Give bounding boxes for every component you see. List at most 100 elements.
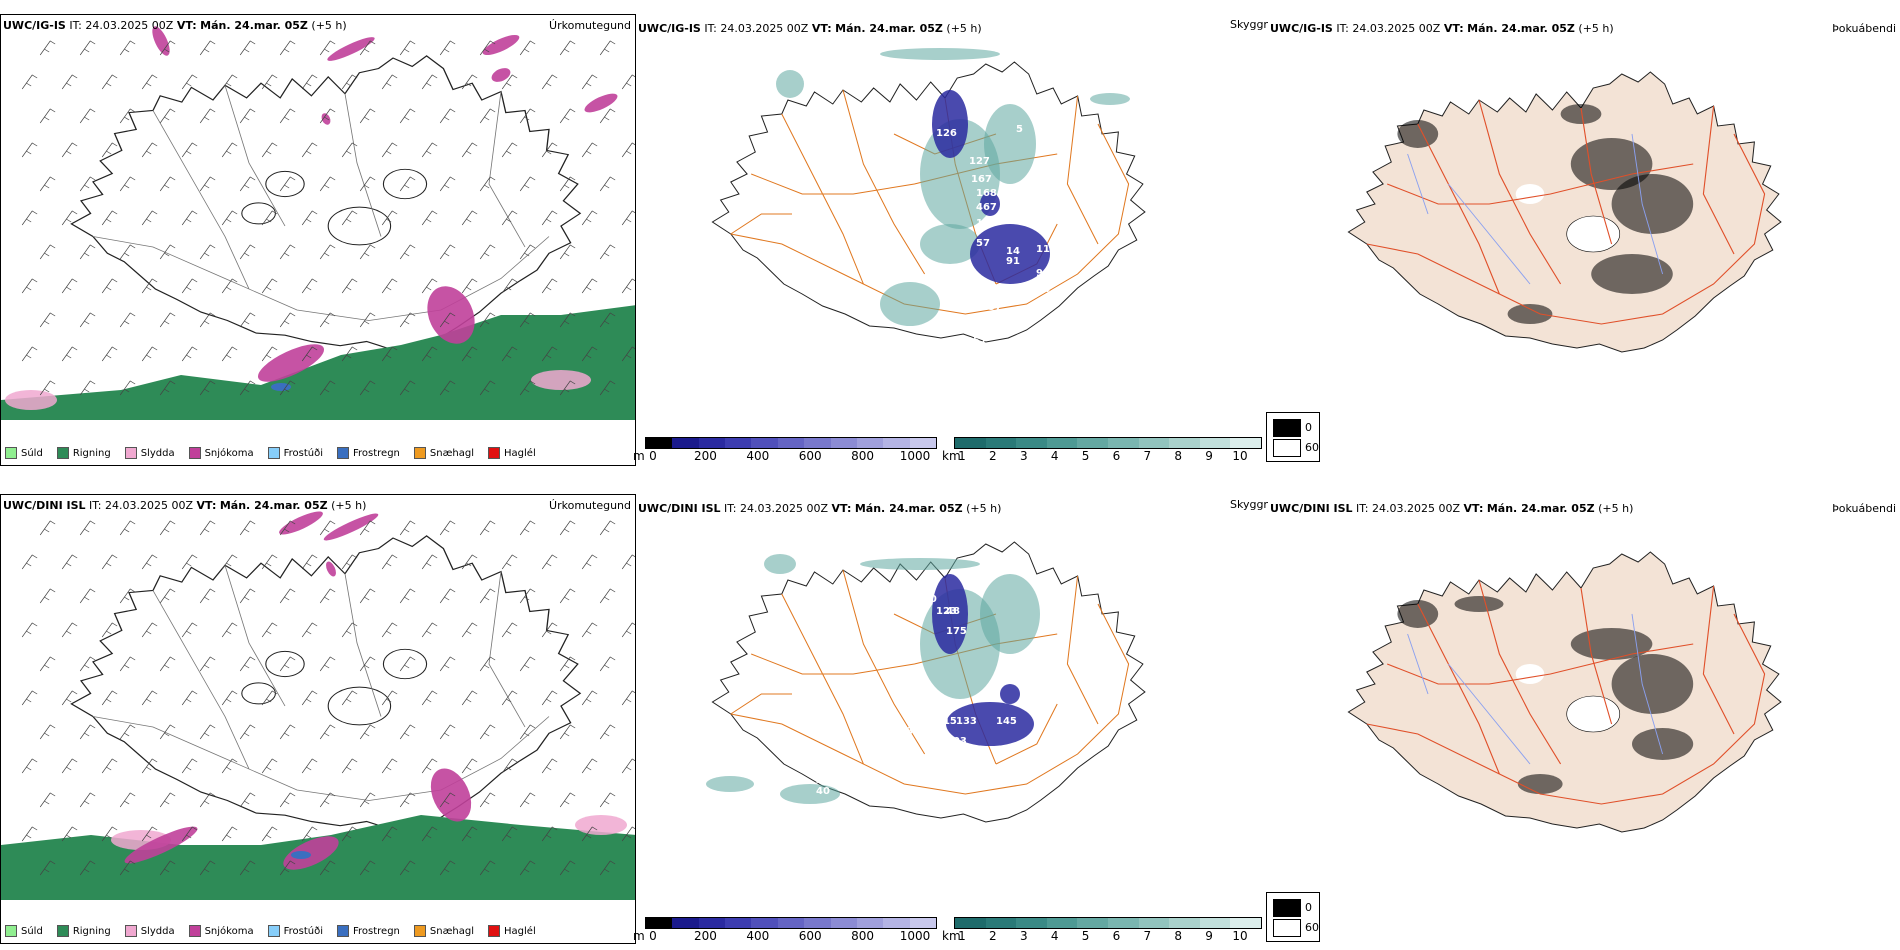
legend-item: Snjókoma	[188, 447, 254, 459]
colorbar-tick-label: 8	[1174, 929, 1183, 943]
colorbar-segment	[725, 918, 752, 928]
colorbar-tick-label: 4	[1050, 449, 1059, 463]
legend-swatch	[337, 447, 349, 459]
ceiling-label: 57	[976, 238, 990, 249]
legend-label: Snæhagl	[429, 447, 475, 459]
ceiling-label: 50	[886, 736, 900, 747]
ceiling-colorbar-unit: m	[633, 449, 645, 463]
colorbar-segment	[1016, 918, 1047, 928]
panel-title: UWC/IG-IS IT: 24.03.2025 00Z VT: Mán. 24…	[3, 19, 347, 32]
ceiling-label: 14	[1006, 246, 1020, 257]
colorbar-segment	[725, 438, 752, 448]
legend-label: Snjókoma	[204, 447, 254, 459]
ceiling-label: 127	[969, 156, 990, 167]
colorbar-segment	[1138, 918, 1170, 928]
panel-title: UWC/IG-IS IT: 24.03.2025 00Z VT: Mán. 24…	[638, 22, 982, 35]
legend-label: Frostregn	[353, 925, 400, 937]
ceiling-colorbar-row2: m 0 200 400 600 800 1000	[633, 917, 938, 945]
colorbar-tick-label: 0	[649, 929, 657, 943]
ceiling-label: 145	[996, 716, 1017, 727]
ceiling-colorbar-gradient	[645, 917, 937, 929]
visibility-colorbar-row1: km 1 2 3 4 5 6 7 8 9 10	[942, 437, 1264, 465]
fog-map	[1347, 71, 1782, 353]
legend-swatch	[124, 447, 137, 459]
colorbar-tick-label: 7	[1143, 449, 1152, 463]
colorbar-tick-label: 6	[1112, 929, 1121, 943]
colorbar-segment	[985, 918, 1017, 928]
ceiling-label: 384	[1036, 324, 1057, 335]
legend-swatch	[5, 447, 17, 459]
colorbar-tick-label: 1	[958, 929, 966, 943]
ceiling-label: 115	[936, 716, 957, 727]
colorbar-tick-label: 2	[989, 449, 997, 463]
visibility-panel-row2: UWC/DINI ISL IT: 24.03.2025 00Z VT: Mán.…	[636, 494, 1268, 944]
precip-type-legend: Súld Rigning Slydda Snjókoma Frostúði Frostre…	[5, 447, 546, 459]
colorbar-segment	[856, 918, 884, 928]
colorbar-tick-label: 3	[1019, 449, 1028, 463]
visibility-colorbar-gradient	[954, 917, 1262, 929]
colorbar-segment	[1107, 438, 1139, 448]
legend-swatch	[267, 925, 280, 937]
colorbar-segment	[955, 918, 986, 928]
legend-swatch	[5, 925, 17, 937]
panel-title: UWC/IG-IS IT: 24.03.2025 00Z VT: Mán. 24…	[1270, 22, 1614, 35]
fog-legend-swatch	[1273, 439, 1301, 457]
colorbar-segment	[1077, 918, 1108, 928]
ceiling-label: 75	[792, 856, 806, 867]
colorbar-segment	[909, 438, 936, 448]
colorbar-segment	[1199, 438, 1231, 448]
ceiling-colorbar-ticks: 0 200 400 600 800 1000	[645, 929, 935, 943]
legend-swatch	[488, 447, 501, 459]
ceiling-label: 123	[936, 606, 957, 617]
ceiling-label: 48	[946, 606, 960, 617]
ceiling-label: 16	[800, 360, 814, 371]
colorbar-segment	[777, 918, 805, 928]
legend-item: Frostúði	[267, 925, 323, 937]
ceiling-label: 82	[936, 756, 950, 767]
fog-legend-swatch	[1273, 899, 1301, 917]
legend-item: Snjókoma	[188, 925, 254, 937]
legend-item: Haglél	[488, 925, 536, 937]
colorbar-tick-label: 1	[958, 449, 966, 463]
fog-legend-row1: 0 60	[1266, 412, 1320, 462]
ceiling-label: 119	[976, 218, 997, 229]
fog-panel-row2: UWC/DINI ISL IT: 24.03.2025 00Z VT: Mán.…	[1268, 494, 1900, 944]
colorbar-segment	[883, 438, 910, 448]
ceiling-label: 257	[981, 302, 1002, 313]
legend-label: Slydda	[140, 447, 175, 459]
visibility-colorbar-unit: km	[942, 449, 961, 463]
legend-label: Frostúði	[283, 925, 323, 937]
legend-swatch	[413, 447, 426, 459]
fog-panel-row1: UWC/IG-IS IT: 24.03.2025 00Z VT: Mán. 24…	[1268, 14, 1900, 466]
colorbar-segment	[698, 918, 726, 928]
legend-label: Snjókoma	[204, 925, 254, 937]
visibility-colorbar-ticks: 1 2 3 4 5 6 7 8 9 10	[954, 449, 1260, 463]
ceiling-label: 167	[971, 174, 992, 185]
precip-panel-label: Úrkomutegund	[549, 19, 631, 32]
colorbar-tick-label: 800	[851, 449, 875, 463]
visibility-panel-row1: UWC/IG-IS IT: 24.03.2025 00Z VT: Mán. 24…	[636, 14, 1268, 466]
colorbar-segment	[1046, 918, 1078, 928]
colorbar-segment	[1107, 918, 1139, 928]
legend-item: Súld	[5, 925, 43, 937]
colorbar-segment	[856, 438, 884, 448]
colorbar-segment	[985, 438, 1017, 448]
ceiling-label: 46	[766, 846, 780, 857]
fog-map	[1347, 551, 1782, 833]
fog-legend-swatch	[1273, 919, 1301, 937]
ceiling-label: 133	[956, 716, 977, 727]
fog-legend-swatch	[1273, 419, 1301, 437]
colorbar-segment	[955, 438, 986, 448]
colorbar-segment	[672, 918, 699, 928]
legend-item: Rigning	[56, 447, 111, 459]
visibility-colorbar-gradient	[954, 437, 1262, 449]
colorbar-tick-label: 10	[1232, 929, 1248, 943]
ceiling-colorbar-ticks: 0 200 400 600 800 1000	[645, 449, 935, 463]
legend-item: Haglél	[488, 447, 536, 459]
precip-panel-row1: UWC/IG-IS IT: 24.03.2025 00Z VT: Mán. 24…	[0, 14, 636, 466]
legend-label: Rigning	[72, 447, 111, 459]
ceiling-colorbar-row1: m 0 200 400 600 800 1000	[633, 437, 938, 465]
ceiling-colorbar-gradient	[645, 437, 937, 449]
colorbar-segment	[1077, 438, 1108, 448]
legend-label: Haglél	[504, 447, 536, 459]
